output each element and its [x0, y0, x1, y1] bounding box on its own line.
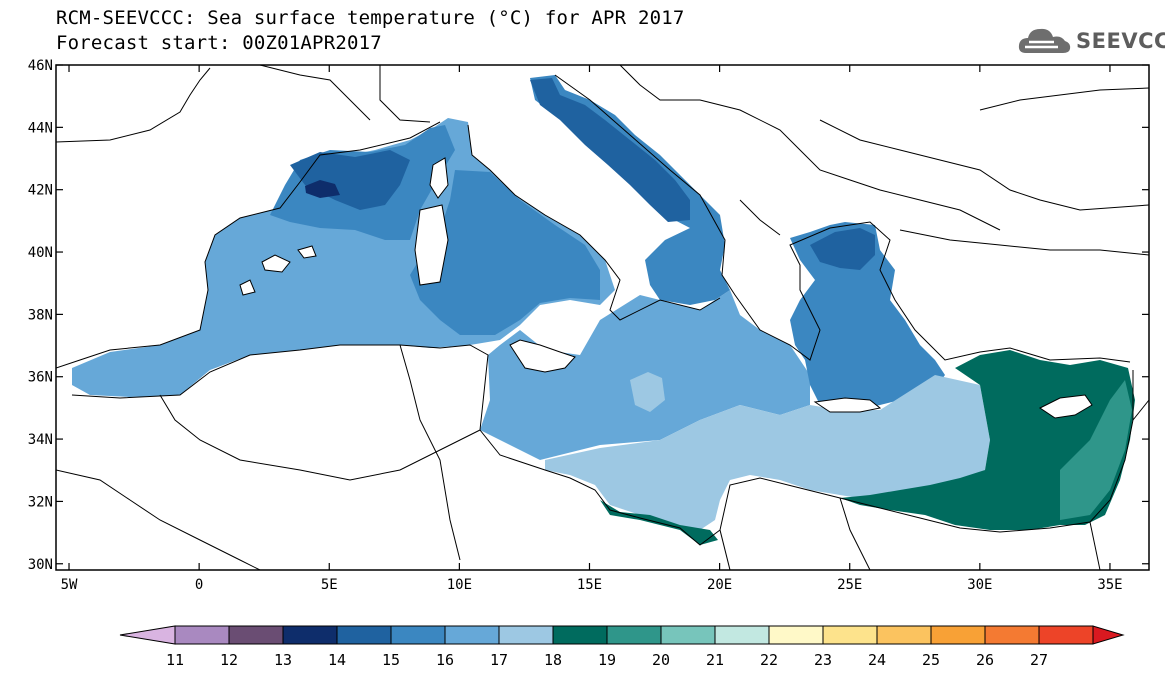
colorbar-bin	[336, 625, 392, 645]
colorbar-bin	[606, 625, 662, 645]
lat-label: 34N	[28, 432, 53, 448]
colorbar-bin	[552, 625, 608, 645]
sea-temperature-field	[56, 65, 1149, 570]
crete	[813, 397, 882, 413]
cloud-icon	[1018, 28, 1071, 53]
colorbar-bin	[984, 625, 1040, 645]
colorbar-label: 12	[219, 651, 239, 669]
lat-label: 38N	[28, 307, 53, 323]
colorbar-bin	[876, 625, 932, 645]
levantine-20	[1060, 380, 1132, 520]
colorbar-bin	[174, 625, 230, 645]
colorbar-label: 16	[435, 651, 455, 669]
sicily	[509, 339, 576, 373]
aegean-water	[790, 222, 945, 410]
colorbar-bin	[390, 625, 446, 645]
lon-label: 0	[195, 577, 203, 593]
colorbar-bin	[768, 625, 824, 645]
corsica	[429, 157, 449, 199]
tyrrhenian-16	[410, 170, 600, 335]
lat-label: 30N	[28, 557, 53, 573]
colorbar-bin	[822, 625, 878, 645]
colorbar-label: 14	[327, 651, 347, 669]
colorbar-bin	[660, 625, 716, 645]
colorbar-label: 26	[975, 651, 995, 669]
colorbar-label: 21	[705, 651, 725, 669]
lat-label: 32N	[28, 494, 53, 510]
lon-label: 15E	[577, 577, 602, 593]
colorbar-bin	[714, 625, 770, 645]
aegean-north-15	[810, 228, 875, 270]
lon-label: 35E	[1097, 577, 1122, 593]
colorbar-label: 20	[651, 651, 671, 669]
colorbar-bin	[1038, 625, 1094, 645]
colorbar-max-arrow	[1092, 625, 1125, 645]
lon-label: 10E	[447, 577, 472, 593]
latitude-labels: 46N 44N 42N 40N 38N 36N 34N 32N 30N	[28, 58, 53, 573]
gulf-of-lion-14-core	[305, 180, 340, 198]
colorbar-label: 27	[1029, 651, 1049, 669]
seevccc-logo: SEEVCCC	[1016, 24, 1165, 58]
colorbar-label: 22	[759, 651, 779, 669]
cyprus	[1039, 394, 1093, 419]
balearic-islands	[239, 245, 317, 296]
lat-label: 42N	[28, 183, 53, 199]
coastlines	[56, 65, 1149, 570]
lat-label: 36N	[28, 370, 53, 386]
levantine-west-water	[545, 375, 990, 530]
lon-label: 5W	[61, 577, 78, 593]
lat-label: 40N	[28, 245, 53, 261]
lon-label: 25E	[837, 577, 862, 593]
map-title: RCM-SEEVCCC: Sea surface temperature (°C…	[56, 7, 685, 29]
colorbar-bin	[282, 625, 338, 645]
lon-label: 30E	[967, 577, 992, 593]
adriatic-north-15	[530, 78, 690, 222]
colorbar	[119, 625, 1125, 645]
gulf-of-lion-15	[290, 150, 410, 210]
colorbar-label: 23	[813, 651, 833, 669]
colorbar-bin	[444, 625, 500, 645]
colorbar-bin	[228, 625, 284, 645]
colorbar-bin	[930, 625, 986, 645]
colorbar-label: 13	[273, 651, 293, 669]
lat-label: 46N	[28, 58, 53, 74]
logo-text: SEEVCCC	[1076, 29, 1165, 53]
colorbar-min-arrow	[119, 625, 176, 645]
colorbar-label: 25	[921, 651, 941, 669]
colorbar-label: 24	[867, 651, 887, 669]
colorbar-label: 17	[489, 651, 509, 669]
axis-ticks	[56, 64, 1149, 570]
lon-label: 5E	[321, 577, 338, 593]
landmasses	[239, 157, 1093, 419]
lon-label: 20E	[707, 577, 732, 593]
forecast-subtitle: Forecast start: 00Z01APR2017	[56, 32, 382, 54]
colorbar-label: 11	[165, 651, 185, 669]
colorbar-bin	[498, 625, 554, 645]
ionian-17	[630, 372, 665, 412]
colorbar-label: 19	[597, 651, 617, 669]
lat-label: 44N	[28, 120, 53, 136]
longitude-labels: 5W 0 5E 10E 15E 20E 25E 30E 35E	[61, 577, 1123, 593]
sardinia	[414, 204, 449, 286]
map-frame	[55, 64, 1150, 571]
colorbar-label: 15	[381, 651, 401, 669]
colorbar-label: 18	[543, 651, 563, 669]
